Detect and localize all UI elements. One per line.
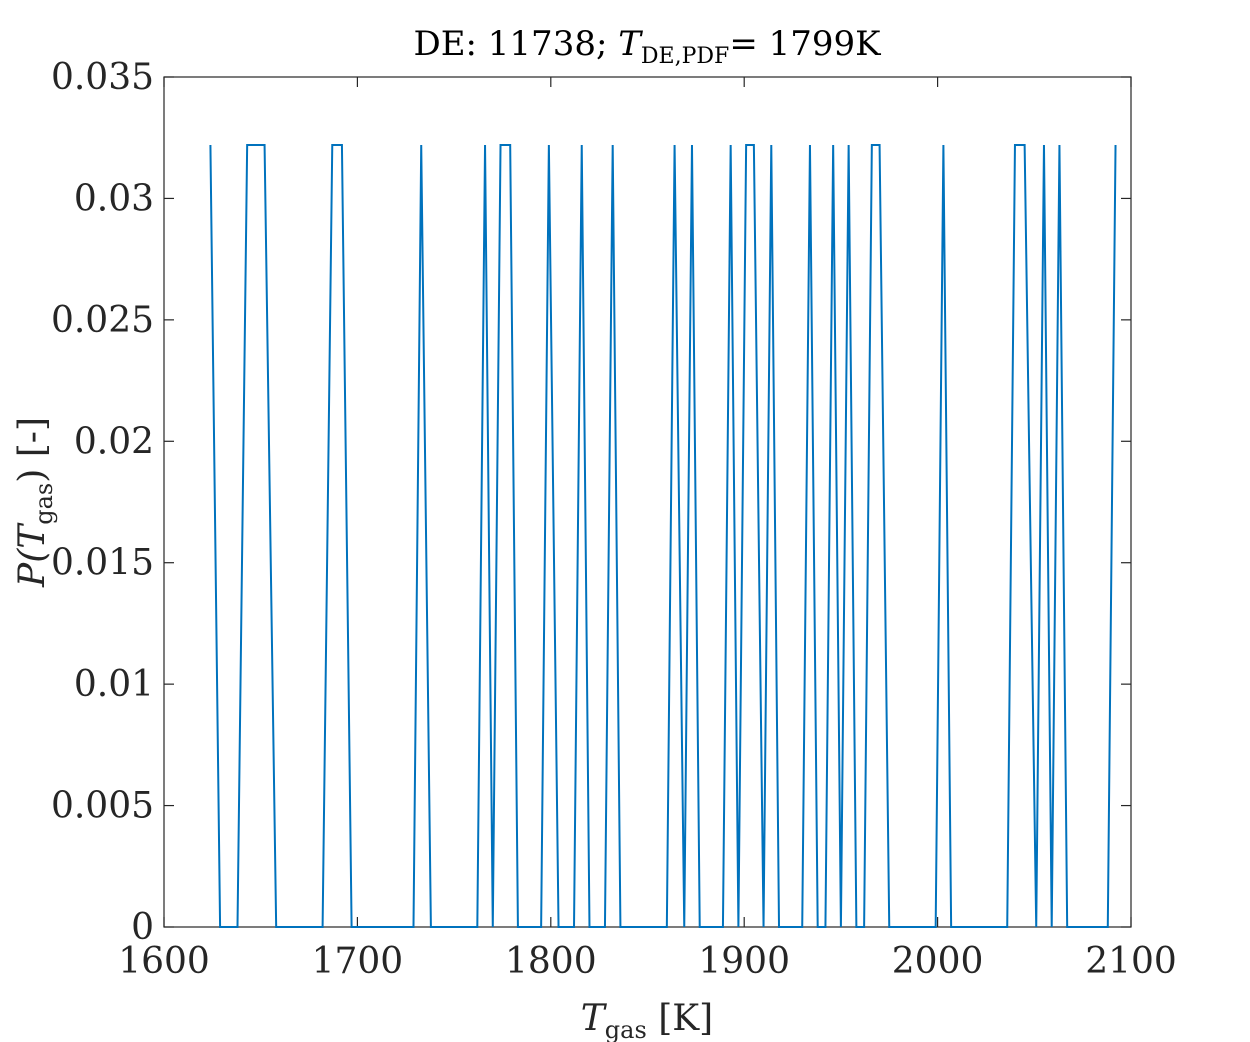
chart-title-prefix: DE: 11738; [413,24,618,64]
x-tick-label: 1600 [118,941,210,982]
y-tick-label: 0.03 [74,178,154,219]
y-tick-label: 0.025 [51,300,154,341]
x-axis-label-unit: [K] [647,998,713,1039]
series-layer [209,144,1117,928]
chart-title-sub: DE,PDF [641,44,729,69]
y-axis-label-suffix: ) [-] [12,417,53,483]
y-tick-label: 0.02 [74,421,154,462]
x-axis-label: Tgas [K] [581,998,713,1042]
chart-title-var: T [618,24,643,64]
ticks-layer: 1600 1700 1800 1900 2000 2100 0 0.005 0.01 0.015 0… [51,57,1177,982]
y-axis-label: P(Tgas) [-] [12,417,58,588]
y-tick-label: 0.015 [51,543,154,584]
y-tick-label: 0.005 [51,786,154,827]
x-axis-label-var: T [581,998,608,1039]
x-tick-label: 1700 [312,941,404,982]
y-axis-label-sub: gas [30,483,58,525]
x-axis-label-sub: gas [605,1016,647,1042]
y-axis-label-text: P(T [12,522,53,588]
y-tick-label: 0.01 [74,664,154,705]
x-tick-label: 1800 [505,941,597,982]
y-tick-label: 0 [131,907,154,948]
x-tick-label: 2100 [1085,941,1177,982]
x-tick-label: 2000 [892,941,984,982]
series-line-0 [209,144,1117,928]
chart-title-suffix: = 1799K [729,24,881,64]
x-tick-label: 1900 [698,941,790,982]
y-tick-label: 0.035 [51,57,154,98]
chart-title: DE: 11738; TDE,PDF= 1799K [413,24,881,69]
plot-area [163,76,1132,928]
